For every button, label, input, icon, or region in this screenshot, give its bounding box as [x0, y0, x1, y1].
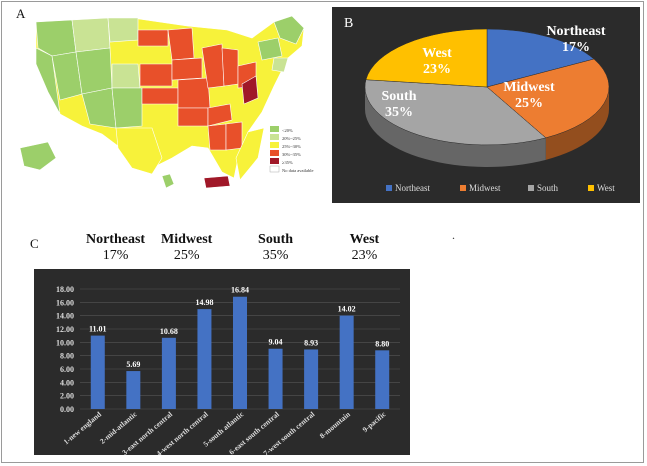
pie-slice-northeast — [486, 28, 595, 88]
bar-4 — [197, 309, 212, 409]
pie-chart: B Northeast17%Midwest25%South35%West23% … — [332, 7, 640, 203]
region-header-midwest: Midwest 25% — [147, 232, 227, 264]
bar-value-label: 10.68 — [160, 327, 178, 336]
region-header-name: South — [258, 232, 294, 247]
map-legend-5: ≥35% — [282, 160, 293, 165]
pie-label-name-west: West — [422, 46, 452, 61]
bar-ytick-label: 6.00 — [60, 365, 74, 374]
bar-ytick-label: 2.00 — [60, 392, 74, 401]
region-header-name: West — [349, 232, 380, 247]
pie-legend-swatch-south — [528, 185, 534, 191]
bar-value-label: 16.84 — [231, 286, 249, 295]
bar-value-label: 11.01 — [89, 325, 107, 334]
bar-ytick-label: 12.00 — [56, 325, 74, 334]
bar-8 — [339, 315, 354, 409]
region-header-pct: 17% — [102, 248, 129, 263]
map-legend-1: <20% — [282, 128, 293, 133]
bar-ytick-label: 4.00 — [60, 378, 74, 387]
stray-dot: . — [452, 228, 455, 242]
bar-chart: 0.00 2.00 4.00 6.00 8.00 10.00 12.00 14.00 16.00… — [34, 269, 410, 455]
bar-value-label: 5.69 — [126, 360, 140, 369]
pie-legend-label-northeast: Northeast — [395, 183, 430, 193]
bar-6 — [268, 348, 283, 409]
region-header-pct: 35% — [262, 248, 289, 263]
region-header-south: South 35% — [236, 232, 316, 264]
bar-2 — [126, 371, 141, 409]
bar-value-label: 14.98 — [195, 298, 213, 307]
bar-value-label: 9.04 — [269, 338, 283, 347]
us-map: <20% 20%~25% 25%~30% 30%~35% ≥35% No dat… — [19, 15, 314, 189]
map-legend-2: 20%~25% — [282, 136, 301, 141]
panel-a-label: A — [16, 6, 26, 21]
pie-legend-swatch-northeast — [386, 185, 392, 191]
pie-label-pct-south: 35% — [385, 105, 413, 120]
pie-slice-midwest — [486, 58, 610, 139]
bar-ytick-label: 18.00 — [56, 285, 74, 294]
map-legend-3: 25%~30% — [282, 144, 301, 149]
region-header-pct: 23% — [351, 248, 378, 263]
bar-3 — [161, 337, 176, 409]
pie-label-name-south: South — [381, 89, 416, 104]
pie-side-south — [365, 87, 546, 168]
bar-ytick-label: 10.00 — [56, 338, 74, 347]
region-header-northeast: Northeast 17% — [76, 232, 156, 264]
map-legend: <20% 20%~25% 25%~30% 30%~35% ≥35% No dat… — [269, 126, 314, 173]
pie-label-pct-midwest: 25% — [515, 96, 543, 111]
bar-5 — [233, 296, 247, 409]
pie-label-name-northeast: Northeast — [546, 24, 605, 39]
bar-value-label: 8.93 — [304, 338, 318, 347]
pie-label-pct-northeast: 17% — [562, 40, 590, 55]
pie-slice-west — [365, 28, 488, 88]
bar-ytick-label: 16.00 — [56, 298, 74, 307]
pie-legend-label-midwest: Midwest — [469, 183, 501, 193]
panel-c-label: C — [30, 236, 39, 251]
pie-label-pct-west: 23% — [423, 62, 451, 77]
panel-b-label: B — [344, 16, 353, 31]
map-legend-4: 30%~35% — [282, 152, 301, 157]
region-header-name: Midwest — [160, 232, 213, 247]
pie-legend-label-west: West — [597, 183, 615, 193]
region-header-west: West 23% — [324, 232, 404, 264]
bar-ytick-label: 8.00 — [60, 352, 74, 361]
map-legend-6: No data available — [282, 168, 314, 173]
region-header-pct: 25% — [173, 248, 200, 263]
pie-slice-south — [364, 79, 547, 146]
bar-value-label: 14.02 — [338, 305, 356, 314]
region-header-name: Northeast — [85, 232, 146, 247]
bar-7 — [304, 349, 319, 409]
pie-legend-swatch-west — [588, 185, 594, 191]
bar-ytick-label: 0.00 — [60, 405, 74, 414]
bar-1 — [90, 335, 105, 409]
pie-label-name-midwest: Midwest — [503, 80, 555, 95]
pie-legend-label-south: South — [537, 183, 559, 193]
bar-ytick-label: 14.00 — [56, 312, 74, 321]
bar-9 — [375, 350, 390, 409]
pie-side-midwest — [545, 87, 609, 160]
pie-legend-swatch-midwest — [460, 185, 466, 191]
bar-value-label: 8.80 — [375, 339, 389, 348]
